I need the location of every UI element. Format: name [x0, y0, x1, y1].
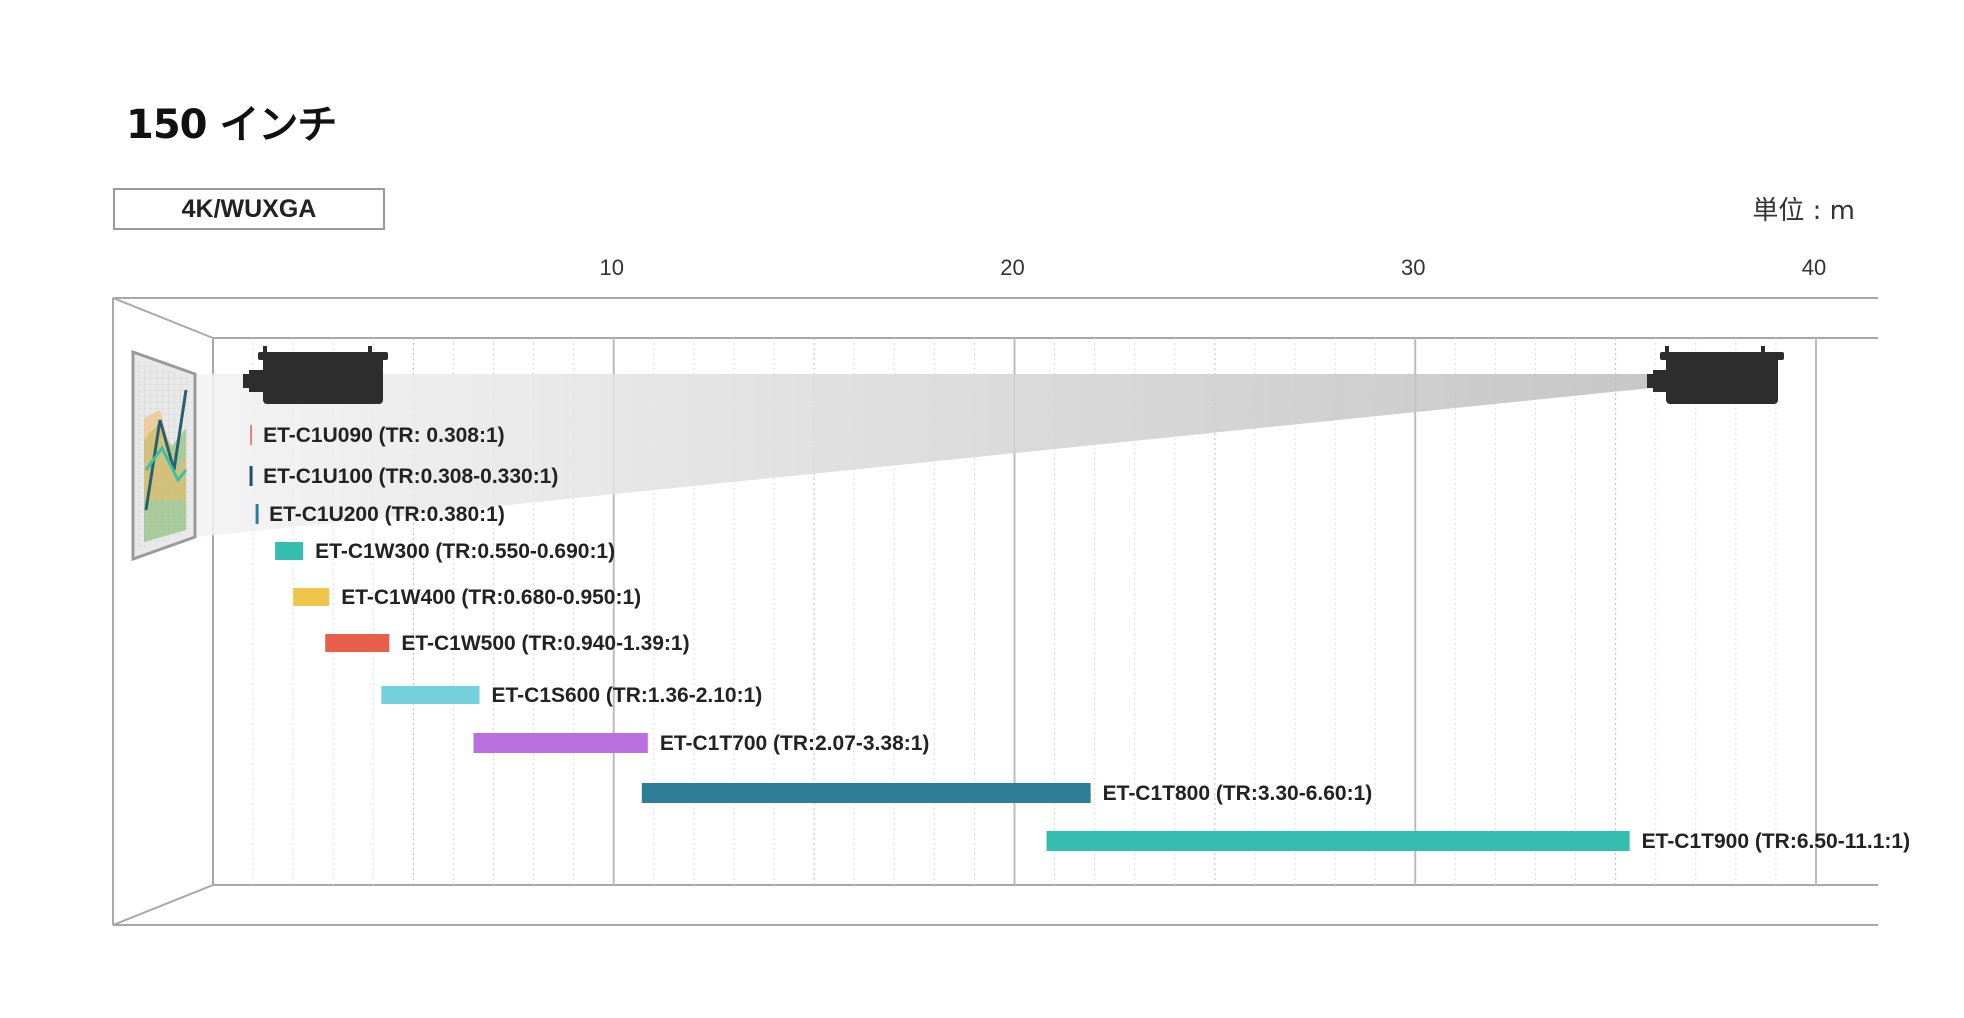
- series-label: ET-C1W500 (TR:0.940-1.39:1): [401, 632, 689, 655]
- series-label: ET-C1U100 (TR:0.308-0.330:1): [263, 465, 558, 488]
- series-label: ET-C1T900 (TR:6.50-11.1:1): [1642, 830, 1910, 853]
- x-tick-label: 20: [1000, 255, 1024, 280]
- x-tick-label: 10: [600, 255, 624, 280]
- range-bar: [293, 588, 330, 606]
- series-label: ET-C1W400 (TR:0.680-0.950:1): [341, 586, 641, 609]
- series-label: ET-C1T700 (TR:2.07-3.38:1): [660, 732, 930, 755]
- series-label: ET-C1U200 (TR:0.380:1): [269, 503, 505, 526]
- series-label: ET-C1W300 (TR:0.550-0.690:1): [315, 540, 615, 563]
- range-bar: [381, 686, 480, 704]
- range-bar: [1046, 831, 1630, 851]
- unit-label: 単位 : m: [1752, 196, 1855, 226]
- range-bar: [325, 634, 390, 652]
- screen-icon: [131, 349, 197, 562]
- x-tick-labels: 10 20 30 40: [600, 255, 1827, 280]
- range-bar: [275, 542, 304, 560]
- projector-near-icon: [243, 346, 388, 404]
- resolution-tab[interactable]: 4K/WUXGA: [113, 188, 385, 230]
- range-bar: [641, 783, 1091, 803]
- range-bar: [473, 733, 648, 753]
- x-tick-label: 30: [1401, 255, 1425, 280]
- series-label: ET-C1U090 (TR: 0.308:1): [263, 424, 505, 447]
- projector-far-icon: [1647, 346, 1784, 404]
- range-bars: ET-C1U090 (TR: 0.308:1) ET-C1U100 (TR:0.3…: [249, 424, 1910, 853]
- page-title: 150 インチ: [126, 102, 337, 148]
- projection-beam: [195, 374, 1651, 537]
- series-label: ET-C1T800 (TR:3.30-6.60:1): [1103, 782, 1373, 805]
- series-label: ET-C1S600 (TR:1.36-2.10:1): [491, 684, 762, 707]
- x-tick-label: 40: [1802, 255, 1826, 280]
